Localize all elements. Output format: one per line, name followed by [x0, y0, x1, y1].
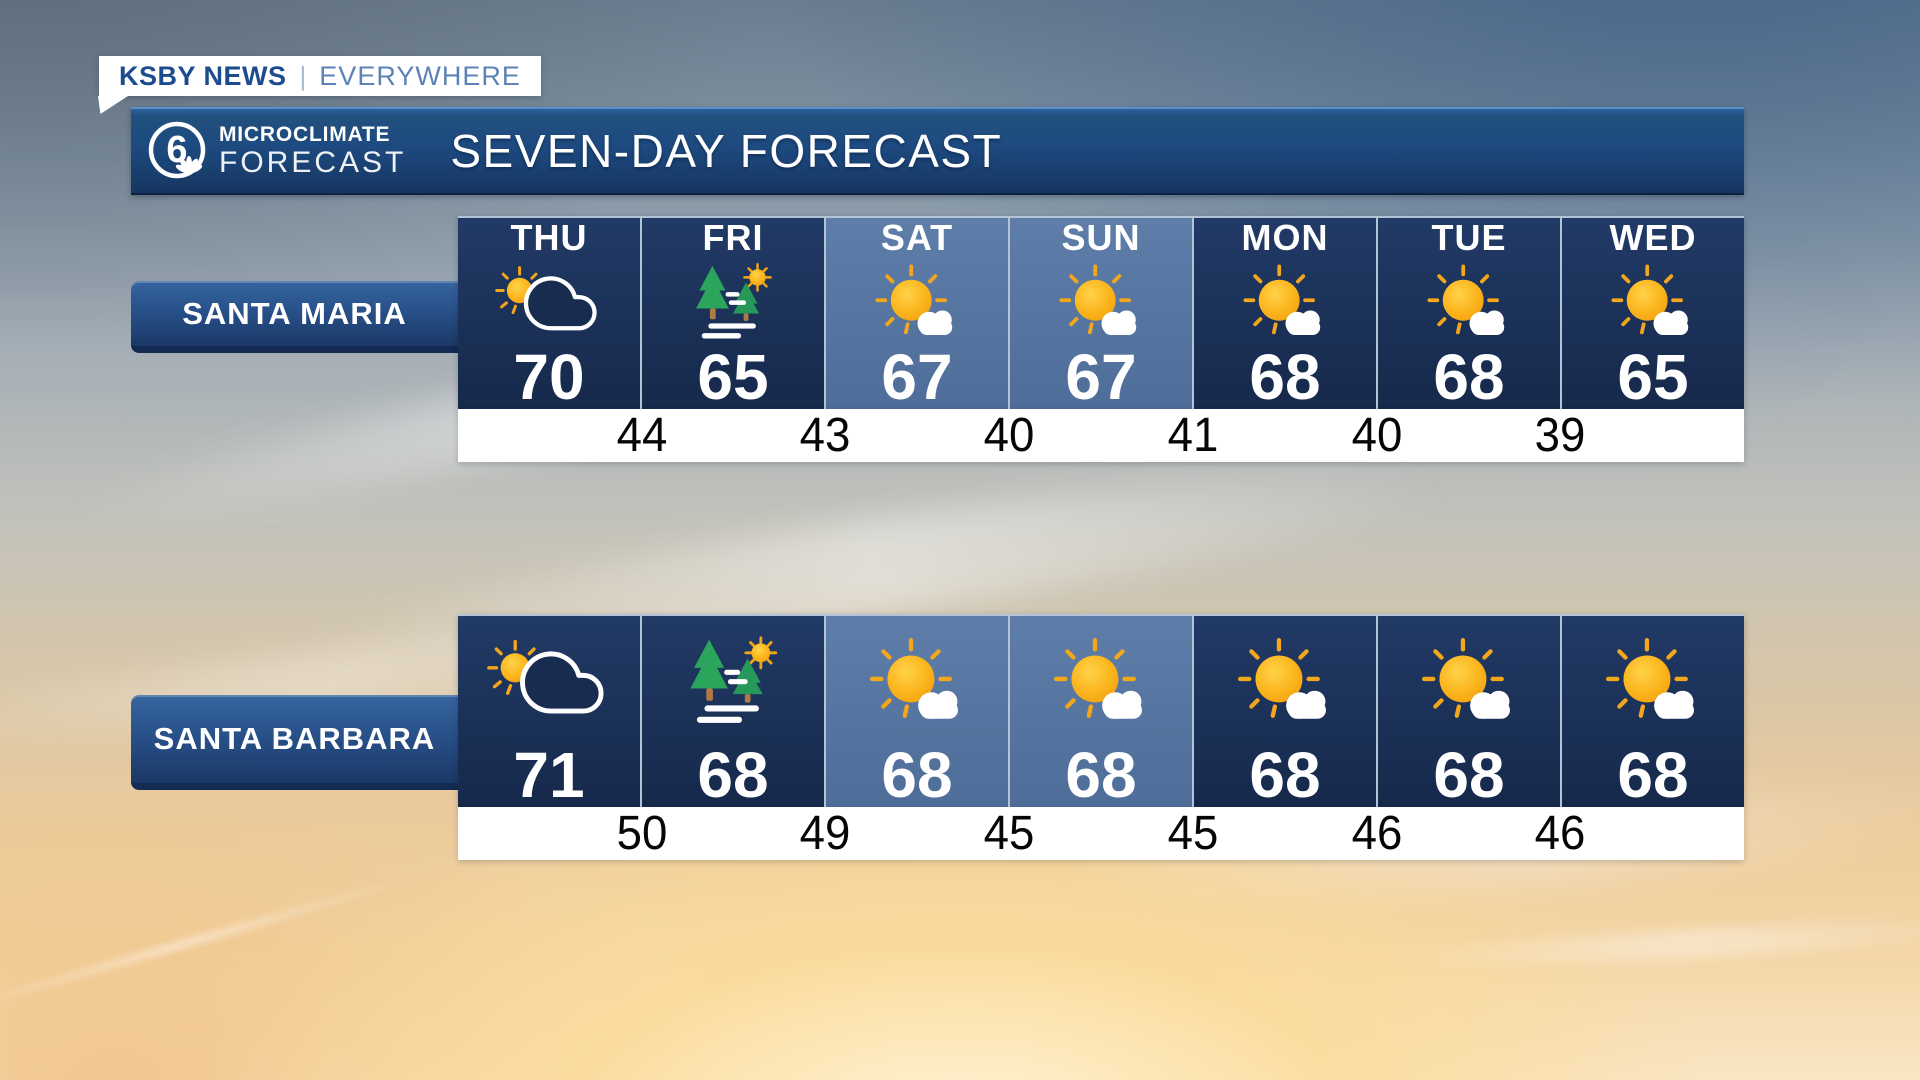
day-column-tue: 68: [1378, 616, 1560, 807]
peacock-icon: [175, 156, 203, 174]
mostly-sunny-icon: [826, 256, 1008, 347]
high-temp: 68: [697, 739, 769, 812]
day-column-thu: THU 70: [458, 218, 640, 409]
high-temp: 68: [1249, 739, 1321, 812]
day-column-wed: WED 65: [1562, 218, 1744, 409]
high-temp: 65: [1617, 341, 1689, 414]
page-title: SEVEN-DAY FORECAST: [450, 125, 1003, 177]
mostly-sunny-icon: [1010, 616, 1192, 745]
high-temp: 67: [881, 341, 953, 414]
partly-cloudy-icon: [458, 256, 640, 347]
morning-fog-then-sun-icon: [642, 616, 824, 745]
mostly-sunny-icon: [1378, 256, 1560, 347]
overnight-low: 41: [1167, 408, 1219, 462]
overnight-low: 45: [983, 806, 1035, 860]
mostly-sunny-icon: [1562, 616, 1744, 745]
lows-strip-santa-barbara: 50 49 45 45 46 46: [458, 807, 1744, 860]
day-column-mon: 68: [1194, 616, 1376, 807]
day-column-sat: 68: [826, 616, 1008, 807]
day-column-wed: 68: [1562, 616, 1744, 807]
overnight-low: 39: [1534, 408, 1586, 462]
station-tagline: EVERYWHERE: [319, 60, 521, 91]
morning-fog-then-sun-icon: [642, 256, 824, 347]
mostly-sunny-icon: [1378, 616, 1560, 745]
overnight-low: 43: [800, 408, 851, 462]
overnight-low: 46: [1534, 806, 1586, 860]
high-temp: 71: [513, 739, 585, 812]
microclimate-logo: MICROCLIMATE FORECAST: [219, 124, 406, 178]
overnight-low: 40: [983, 408, 1035, 462]
mostly-sunny-icon: [1194, 616, 1376, 745]
mostly-sunny-icon: [1010, 256, 1192, 347]
mostly-sunny-icon: [1194, 256, 1376, 347]
overnight-low: 49: [800, 806, 851, 860]
high-temp: 67: [1065, 341, 1137, 414]
day-label: SAT: [880, 217, 954, 258]
day-column-sun: SUN 67: [1010, 218, 1192, 409]
header-bar: 6 MICROCLIMATE FORECAST SEVEN-DAY FORECA…: [131, 107, 1744, 195]
high-temp: 68: [1433, 739, 1505, 812]
day-label: MON: [1241, 217, 1329, 258]
day-column-sun: 68: [1010, 616, 1192, 807]
day-column-mon: MON 68: [1194, 218, 1376, 409]
station-6-logo-icon: 6: [148, 121, 206, 179]
location-label-santa-maria: SANTA MARIA: [131, 281, 458, 353]
high-temp: 68: [881, 739, 953, 812]
overnight-low: 46: [1351, 806, 1402, 860]
partly-cloudy-icon: [458, 616, 640, 745]
logo-line1: MICROCLIMATE: [219, 123, 391, 146]
lows-strip-santa-maria: 44 43 40 41 40 39: [458, 409, 1744, 462]
contrail: [0, 868, 432, 1022]
day-column-thu: 71: [458, 616, 640, 807]
high-temp: 68: [1249, 341, 1321, 414]
day-label: WED: [1609, 217, 1697, 258]
day-column-tue: TUE 68: [1378, 218, 1560, 409]
location-name: SANTA BARBARA: [153, 721, 436, 756]
day-label: SUN: [1061, 217, 1141, 258]
overnight-low: 50: [616, 806, 668, 860]
high-temp: 70: [513, 341, 585, 414]
day-label: THU: [510, 217, 588, 258]
station-name: KSBY NEWS: [119, 60, 287, 91]
high-temp: 65: [697, 341, 769, 414]
location-name: SANTA MARIA: [182, 295, 407, 331]
logo-line2: FORECAST: [219, 146, 407, 179]
overnight-low: 44: [616, 408, 668, 462]
location-label-santa-barbara: SANTA BARBARA: [131, 695, 458, 790]
day-column-fri: 68: [642, 616, 824, 807]
overnight-low: 40: [1351, 408, 1402, 462]
high-temp: 68: [1617, 739, 1689, 812]
mostly-sunny-icon: [826, 616, 1008, 745]
day-label: TUE: [1431, 217, 1507, 258]
overnight-low: 45: [1167, 806, 1219, 860]
mostly-sunny-icon: [1562, 256, 1744, 347]
station-badge: KSBY NEWS | EVERYWHERE: [98, 56, 541, 114]
day-column-sat: SAT 67: [826, 218, 1008, 409]
badge-divider: |: [299, 60, 307, 91]
high-temp: 68: [1065, 739, 1137, 812]
high-temp: 68: [1433, 341, 1505, 414]
day-label: FRI: [702, 217, 764, 258]
forecast-grid-santa-barbara: 71 68 68 68 68 68 68: [458, 614, 1744, 807]
day-column-fri: FRI 65: [642, 218, 824, 409]
badge-tail: [98, 96, 128, 114]
forecast-grid-santa-maria: THU 70 FRI 65 SAT 67 SUN 67 MON 68 TUE 68 WED 65: [458, 216, 1744, 409]
cloud-streak: [1379, 913, 1920, 975]
